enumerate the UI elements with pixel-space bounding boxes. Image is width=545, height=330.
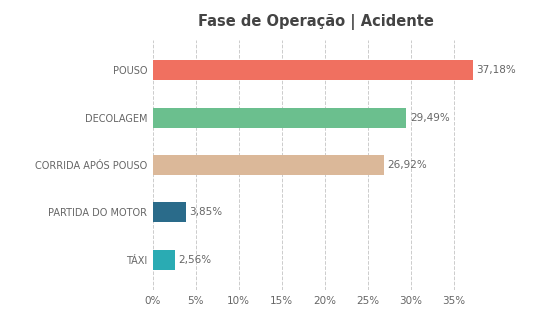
Text: 2,56%: 2,56%	[178, 255, 211, 265]
Text: 37,18%: 37,18%	[476, 65, 516, 75]
Bar	[153, 60, 473, 80]
Bar	[153, 250, 174, 270]
Text: 29,49%: 29,49%	[410, 113, 450, 123]
Bar	[153, 202, 186, 222]
Text: 26,92%: 26,92%	[387, 160, 427, 170]
Text: 3,85%: 3,85%	[189, 207, 222, 217]
Bar	[153, 108, 407, 128]
Title: Fase de Operação | Acidente: Fase de Operação | Acidente	[198, 14, 434, 30]
Bar	[153, 155, 384, 175]
